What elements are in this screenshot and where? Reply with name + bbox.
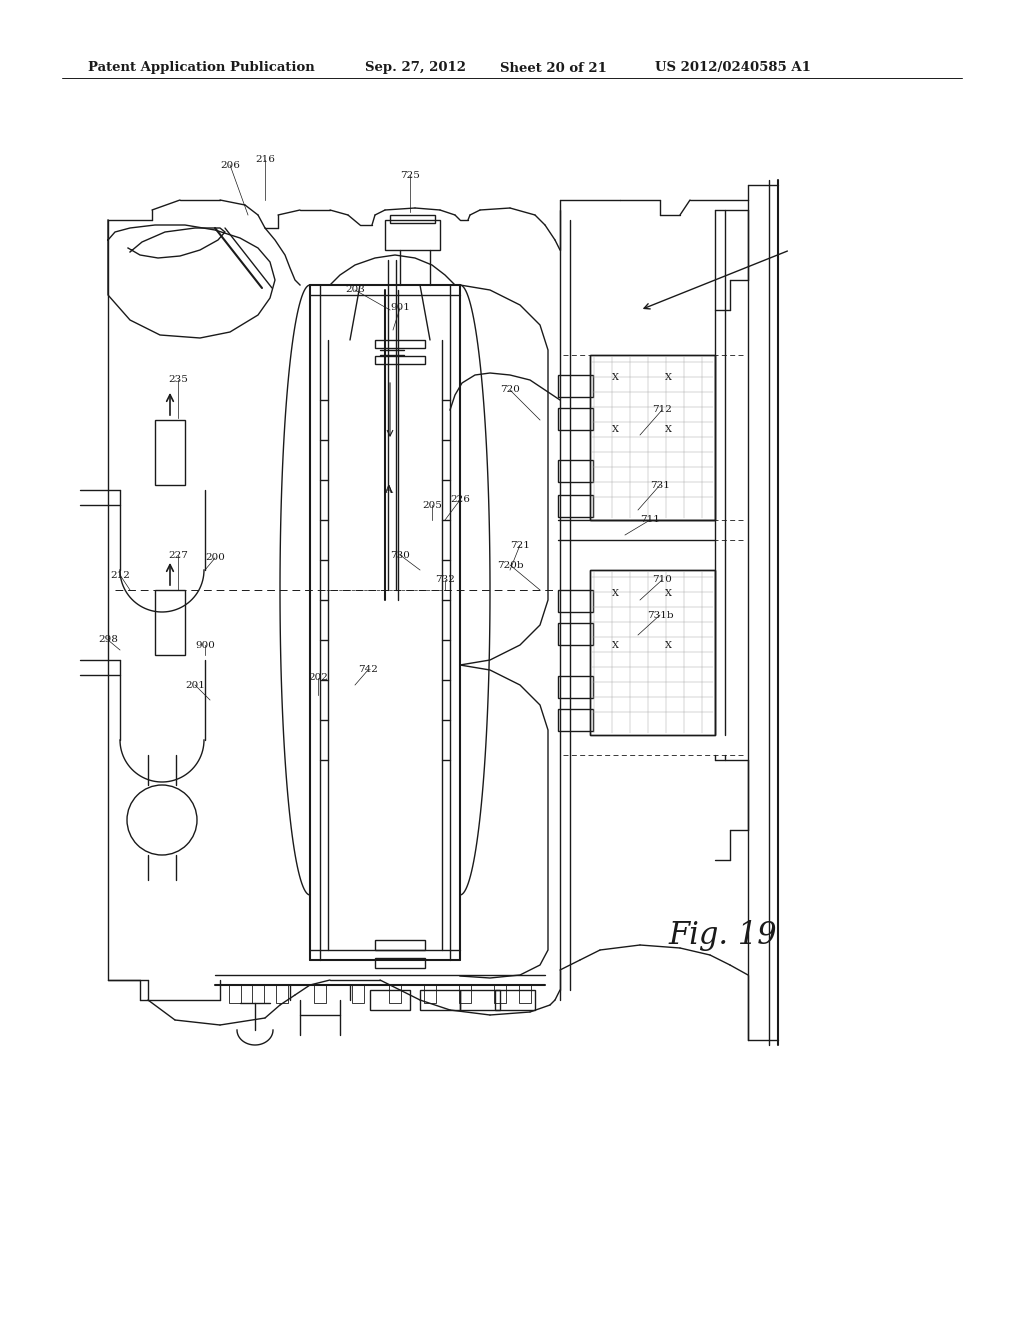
- Text: Patent Application Publication: Patent Application Publication: [88, 62, 314, 74]
- Text: 730: 730: [390, 550, 410, 560]
- Text: 731b: 731b: [647, 610, 674, 619]
- Text: 720b: 720b: [497, 561, 523, 569]
- Bar: [375, 356, 425, 364]
- Bar: [590, 570, 715, 735]
- Text: 216: 216: [255, 156, 274, 165]
- Bar: [389, 985, 401, 1003]
- Bar: [459, 985, 471, 1003]
- Text: 202: 202: [308, 673, 328, 682]
- Text: US 2012/0240585 A1: US 2012/0240585 A1: [655, 62, 811, 74]
- Bar: [155, 420, 185, 484]
- Text: 742: 742: [358, 665, 378, 675]
- Text: 212: 212: [110, 570, 130, 579]
- Bar: [590, 355, 715, 520]
- Text: X: X: [611, 640, 618, 649]
- Text: 725: 725: [400, 170, 420, 180]
- Bar: [424, 985, 436, 1003]
- Bar: [229, 985, 241, 1003]
- Text: X: X: [611, 425, 618, 434]
- Bar: [495, 990, 535, 1010]
- Text: Sep. 27, 2012: Sep. 27, 2012: [365, 62, 466, 74]
- Bar: [375, 958, 425, 968]
- Bar: [558, 408, 593, 430]
- Bar: [460, 990, 500, 1010]
- Text: A: A: [384, 486, 392, 495]
- Bar: [276, 985, 288, 1003]
- Bar: [314, 985, 326, 1003]
- Bar: [375, 940, 425, 950]
- Bar: [558, 590, 593, 612]
- Text: 901: 901: [390, 304, 410, 313]
- Text: X: X: [665, 374, 672, 383]
- Bar: [352, 985, 364, 1003]
- Bar: [420, 990, 460, 1010]
- Text: 235: 235: [168, 375, 188, 384]
- Text: Fig. 19: Fig. 19: [668, 920, 776, 950]
- Text: 721: 721: [510, 540, 530, 549]
- Bar: [390, 215, 435, 223]
- Text: X: X: [611, 374, 618, 383]
- Bar: [385, 220, 440, 249]
- Bar: [558, 676, 593, 698]
- Text: 205: 205: [422, 500, 442, 510]
- Text: X: X: [665, 589, 672, 598]
- Text: 710: 710: [652, 576, 672, 585]
- Text: 201: 201: [185, 681, 205, 689]
- Bar: [252, 985, 264, 1003]
- Text: 732: 732: [435, 576, 455, 585]
- Text: 711: 711: [640, 516, 659, 524]
- Bar: [590, 570, 715, 735]
- Text: 900: 900: [195, 640, 215, 649]
- Text: 226: 226: [451, 495, 470, 504]
- Bar: [558, 709, 593, 731]
- Text: 203: 203: [345, 285, 365, 294]
- Text: 227: 227: [168, 550, 188, 560]
- Bar: [370, 990, 410, 1010]
- Bar: [494, 985, 506, 1003]
- Bar: [558, 623, 593, 645]
- Bar: [375, 341, 425, 348]
- Text: 298: 298: [98, 635, 118, 644]
- Text: Sheet 20 of 21: Sheet 20 of 21: [500, 62, 607, 74]
- Bar: [558, 375, 593, 397]
- Text: 712: 712: [652, 405, 672, 414]
- Text: 720: 720: [500, 385, 520, 395]
- Bar: [519, 985, 531, 1003]
- Bar: [155, 590, 185, 655]
- Text: 206: 206: [220, 161, 240, 169]
- Text: X: X: [665, 640, 672, 649]
- Text: X: X: [611, 589, 618, 598]
- Bar: [590, 355, 715, 520]
- Text: A: A: [384, 484, 392, 495]
- Text: 200: 200: [205, 553, 225, 562]
- Text: 731: 731: [650, 480, 670, 490]
- Bar: [558, 495, 593, 517]
- Bar: [558, 459, 593, 482]
- Text: X: X: [665, 425, 672, 434]
